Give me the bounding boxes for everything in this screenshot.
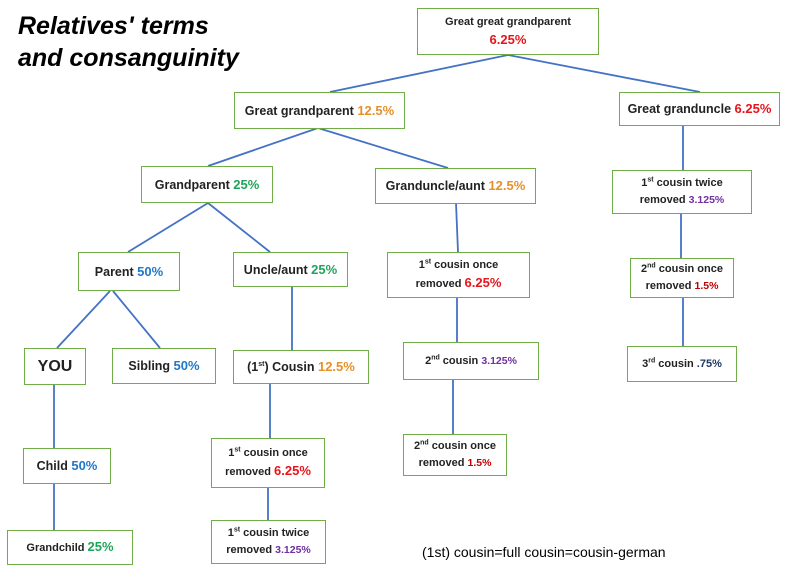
edge-gua-c1or <box>455 202 459 253</box>
node-sibling: Sibling 50% <box>112 348 216 384</box>
node-great-grandparent: Great grandparent 12.5% <box>234 92 405 129</box>
node-second-cousin-once-removed-right: 2nd cousin once removed 1.5% <box>630 258 734 298</box>
node-parent: Parent 50% <box>78 252 180 291</box>
node-uncle-aunt: Uncle/aunt 25% <box>233 252 348 287</box>
node-first-cousin-twice-removed-right: 1st cousin twice removed 3.125% <box>612 170 752 214</box>
edge-ggp-gu <box>507 54 701 93</box>
node-third-cousin: 3rd cousin .75% <box>627 346 737 382</box>
node-first-cousin-twice-removed-left: 1st cousin twice removed 3.125% <box>211 520 326 564</box>
title-line-2: and consanguinity <box>18 44 239 72</box>
edge-gp-ua <box>207 202 271 253</box>
node-you: YOU <box>24 348 86 385</box>
node-child: Child 50% <box>23 448 111 484</box>
node-great-great-grandparent: Great great grandparent 6.25% <box>417 8 599 55</box>
edge-ggp-gp2 <box>329 54 509 93</box>
title-line-1: Relatives' terms <box>18 12 209 40</box>
node-first-cousin: (1st) Cousin 12.5% <box>233 350 369 384</box>
edge-parent-you <box>56 290 111 349</box>
footnote: (1st) cousin=full cousin=cousin-german <box>422 544 666 560</box>
node-second-cousin-middle: 2nd cousin 3.125% <box>403 342 539 380</box>
edge-parent-sib <box>112 290 161 349</box>
node-granduncle-aunt: Granduncle/aunt 12.5% <box>375 168 536 204</box>
node-grandparent: Grandparent 25% <box>141 166 273 203</box>
edge-gp-parent <box>127 202 209 253</box>
edge-gp2-gp <box>207 127 319 167</box>
node-great-granduncle: Great granduncle 6.25% <box>619 92 780 126</box>
diagram-title: Relatives' terms and consanguinity <box>18 10 239 74</box>
node-grandchild: Grandchild 25% <box>7 530 133 565</box>
node-second-cousin-once-removed-middle: 2nd cousin once removed 1.5% <box>403 434 507 476</box>
node-first-cousin-once-removed-left: 1st cousin once removed 6.25% <box>211 438 325 488</box>
node-first-cousin-once-removed-middle: 1st cousin once removed 6.25% <box>387 252 530 298</box>
edge-gp2-gua <box>317 127 449 169</box>
